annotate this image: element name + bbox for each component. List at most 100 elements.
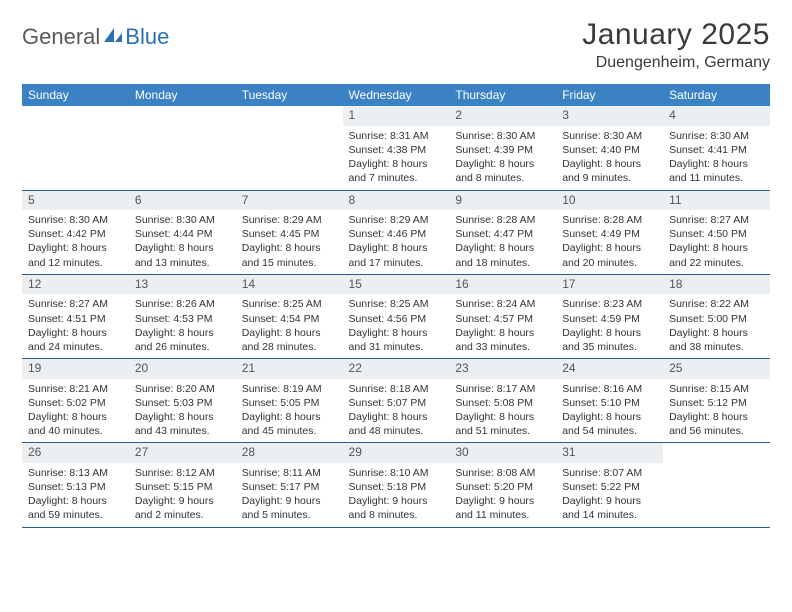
day-info: Sunrise: 8:30 AMSunset: 4:41 PMDaylight:… [663,126,770,190]
day-number: 30 [449,443,556,463]
day-info: Sunrise: 8:30 AMSunset: 4:44 PMDaylight:… [129,210,236,274]
day-number: 16 [449,275,556,295]
calendar-day-cell: 28Sunrise: 8:11 AMSunset: 5:17 PMDayligh… [236,443,343,527]
day-info: Sunrise: 8:26 AMSunset: 4:53 PMDaylight:… [129,294,236,358]
day-number: 17 [556,275,663,295]
day-info: Sunrise: 8:28 AMSunset: 4:49 PMDaylight:… [556,210,663,274]
calendar-day-cell [236,106,343,190]
day-number: 12 [22,275,129,295]
calendar-day-cell: 25Sunrise: 8:15 AMSunset: 5:12 PMDayligh… [663,359,770,443]
day-info: Sunrise: 8:31 AMSunset: 4:38 PMDaylight:… [343,126,450,190]
calendar-day-cell: 2Sunrise: 8:30 AMSunset: 4:39 PMDaylight… [449,106,556,190]
day-number: 15 [343,275,450,295]
day-number: 22 [343,359,450,379]
calendar-day-cell: 7Sunrise: 8:29 AMSunset: 4:45 PMDaylight… [236,190,343,274]
day-number: 28 [236,443,343,463]
calendar-day-cell: 27Sunrise: 8:12 AMSunset: 5:15 PMDayligh… [129,443,236,527]
day-number: 23 [449,359,556,379]
calendar-week-row: 12Sunrise: 8:27 AMSunset: 4:51 PMDayligh… [22,274,770,358]
calendar-day-cell: 23Sunrise: 8:17 AMSunset: 5:08 PMDayligh… [449,359,556,443]
weekday-header: Tuesday [236,84,343,106]
day-number: 8 [343,191,450,211]
calendar-day-cell: 18Sunrise: 8:22 AMSunset: 5:00 PMDayligh… [663,274,770,358]
logo-text-general: General [22,24,100,50]
day-info: Sunrise: 8:10 AMSunset: 5:18 PMDaylight:… [343,463,450,527]
weekday-header: Saturday [663,84,770,106]
calendar-day-cell: 9Sunrise: 8:28 AMSunset: 4:47 PMDaylight… [449,190,556,274]
empty-day [129,106,236,126]
calendar-day-cell: 10Sunrise: 8:28 AMSunset: 4:49 PMDayligh… [556,190,663,274]
calendar-day-cell: 3Sunrise: 8:30 AMSunset: 4:40 PMDaylight… [556,106,663,190]
calendar-day-cell [129,106,236,190]
day-info: Sunrise: 8:21 AMSunset: 5:02 PMDaylight:… [22,379,129,443]
day-info: Sunrise: 8:12 AMSunset: 5:15 PMDaylight:… [129,463,236,527]
day-info: Sunrise: 8:27 AMSunset: 4:51 PMDaylight:… [22,294,129,358]
day-info: Sunrise: 8:07 AMSunset: 5:22 PMDaylight:… [556,463,663,527]
header: General Blue January 2025 Duengenheim, G… [22,18,770,72]
day-number: 29 [343,443,450,463]
day-number: 5 [22,191,129,211]
day-info: Sunrise: 8:29 AMSunset: 4:46 PMDaylight:… [343,210,450,274]
day-number: 14 [236,275,343,295]
calendar-day-cell: 22Sunrise: 8:18 AMSunset: 5:07 PMDayligh… [343,359,450,443]
empty-day [22,106,129,126]
logo: General Blue [22,24,169,50]
weekday-header: Friday [556,84,663,106]
location: Duengenheim, Germany [582,54,770,72]
calendar-day-cell: 26Sunrise: 8:13 AMSunset: 5:13 PMDayligh… [22,443,129,527]
calendar-day-cell: 19Sunrise: 8:21 AMSunset: 5:02 PMDayligh… [22,359,129,443]
day-number: 25 [663,359,770,379]
day-number: 20 [129,359,236,379]
day-info: Sunrise: 8:08 AMSunset: 5:20 PMDaylight:… [449,463,556,527]
day-info: Sunrise: 8:18 AMSunset: 5:07 PMDaylight:… [343,379,450,443]
calendar-day-cell: 17Sunrise: 8:23 AMSunset: 4:59 PMDayligh… [556,274,663,358]
day-number: 9 [449,191,556,211]
day-info: Sunrise: 8:16 AMSunset: 5:10 PMDaylight:… [556,379,663,443]
calendar-day-cell: 20Sunrise: 8:20 AMSunset: 5:03 PMDayligh… [129,359,236,443]
calendar-day-cell: 31Sunrise: 8:07 AMSunset: 5:22 PMDayligh… [556,443,663,527]
calendar-day-cell: 30Sunrise: 8:08 AMSunset: 5:20 PMDayligh… [449,443,556,527]
day-info: Sunrise: 8:23 AMSunset: 4:59 PMDaylight:… [556,294,663,358]
calendar-day-cell: 6Sunrise: 8:30 AMSunset: 4:44 PMDaylight… [129,190,236,274]
day-number: 2 [449,106,556,126]
title-block: January 2025 Duengenheim, Germany [582,18,770,72]
day-number: 13 [129,275,236,295]
day-number: 1 [343,106,450,126]
day-number: 4 [663,106,770,126]
day-info: Sunrise: 8:30 AMSunset: 4:40 PMDaylight:… [556,126,663,190]
calendar-day-cell: 29Sunrise: 8:10 AMSunset: 5:18 PMDayligh… [343,443,450,527]
day-info: Sunrise: 8:22 AMSunset: 5:00 PMDaylight:… [663,294,770,358]
month-title: January 2025 [582,18,770,52]
weekday-header: Sunday [22,84,129,106]
calendar-table: Sunday Monday Tuesday Wednesday Thursday… [22,84,770,528]
day-info: Sunrise: 8:25 AMSunset: 4:54 PMDaylight:… [236,294,343,358]
calendar-day-cell: 21Sunrise: 8:19 AMSunset: 5:05 PMDayligh… [236,359,343,443]
day-info: Sunrise: 8:30 AMSunset: 4:39 PMDaylight:… [449,126,556,190]
calendar-week-row: 1Sunrise: 8:31 AMSunset: 4:38 PMDaylight… [22,106,770,190]
calendar-day-cell: 13Sunrise: 8:26 AMSunset: 4:53 PMDayligh… [129,274,236,358]
weekday-header: Thursday [449,84,556,106]
day-info: Sunrise: 8:24 AMSunset: 4:57 PMDaylight:… [449,294,556,358]
weekday-header: Monday [129,84,236,106]
day-number: 3 [556,106,663,126]
day-number: 6 [129,191,236,211]
day-info: Sunrise: 8:30 AMSunset: 4:42 PMDaylight:… [22,210,129,274]
calendar-day-cell: 14Sunrise: 8:25 AMSunset: 4:54 PMDayligh… [236,274,343,358]
calendar-day-cell: 12Sunrise: 8:27 AMSunset: 4:51 PMDayligh… [22,274,129,358]
calendar-day-cell [663,443,770,527]
day-info: Sunrise: 8:28 AMSunset: 4:47 PMDaylight:… [449,210,556,274]
day-number: 31 [556,443,663,463]
calendar-week-row: 5Sunrise: 8:30 AMSunset: 4:42 PMDaylight… [22,190,770,274]
calendar-week-row: 26Sunrise: 8:13 AMSunset: 5:13 PMDayligh… [22,443,770,527]
day-info: Sunrise: 8:13 AMSunset: 5:13 PMDaylight:… [22,463,129,527]
calendar-day-cell: 8Sunrise: 8:29 AMSunset: 4:46 PMDaylight… [343,190,450,274]
day-number: 10 [556,191,663,211]
day-number: 21 [236,359,343,379]
calendar-day-cell: 15Sunrise: 8:25 AMSunset: 4:56 PMDayligh… [343,274,450,358]
day-info: Sunrise: 8:19 AMSunset: 5:05 PMDaylight:… [236,379,343,443]
day-info: Sunrise: 8:27 AMSunset: 4:50 PMDaylight:… [663,210,770,274]
day-number: 26 [22,443,129,463]
day-number: 11 [663,191,770,211]
day-number: 18 [663,275,770,295]
day-info: Sunrise: 8:15 AMSunset: 5:12 PMDaylight:… [663,379,770,443]
